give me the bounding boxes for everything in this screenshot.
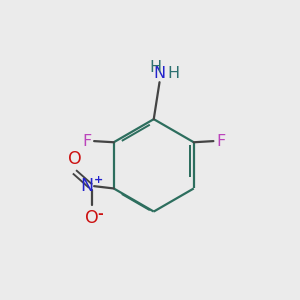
Text: F: F bbox=[216, 134, 225, 148]
Text: F: F bbox=[82, 134, 91, 148]
Text: +: + bbox=[94, 175, 103, 185]
Text: O: O bbox=[85, 209, 99, 227]
Text: H: H bbox=[168, 66, 180, 81]
Text: -: - bbox=[98, 207, 103, 221]
Text: N: N bbox=[80, 177, 93, 195]
Text: O: O bbox=[68, 150, 81, 168]
Text: H: H bbox=[149, 60, 161, 75]
Text: N: N bbox=[154, 66, 166, 81]
